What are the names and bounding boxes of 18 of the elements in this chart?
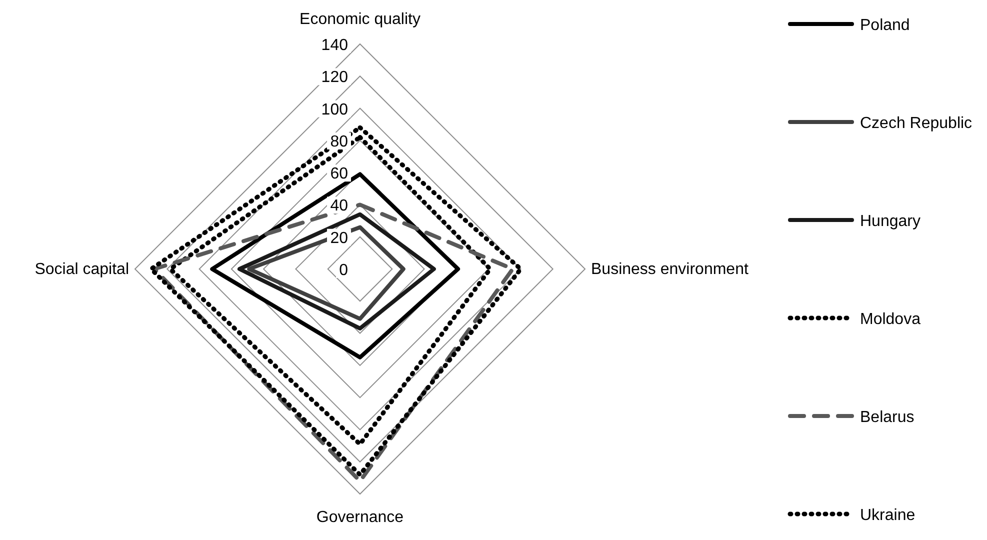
legend-label: Poland [860,17,910,34]
spoke-label: Social capital [34,261,129,278]
legend-label: Ukraine [860,507,916,524]
y-tick-label: 80 [330,133,348,150]
y-tick-label: 20 [330,230,348,247]
y-tick-label: 40 [330,198,348,215]
y-tick-label: 60 [330,166,348,183]
y-tick-label: 0 [339,262,348,279]
legend-label: Hungary [860,213,920,230]
spoke-label: Governance [316,509,404,526]
legend-label: Czech Republic [860,115,972,132]
legend-label: Moldova [860,311,921,328]
legend-label: Belarus [860,409,914,426]
spoke-label: Economic quality [300,11,420,28]
spoke-label: Business environment [591,261,749,278]
y-tick-label: 100 [321,101,348,118]
y-tick-label: 120 [321,69,348,86]
y-tick-label: 140 [321,37,348,54]
